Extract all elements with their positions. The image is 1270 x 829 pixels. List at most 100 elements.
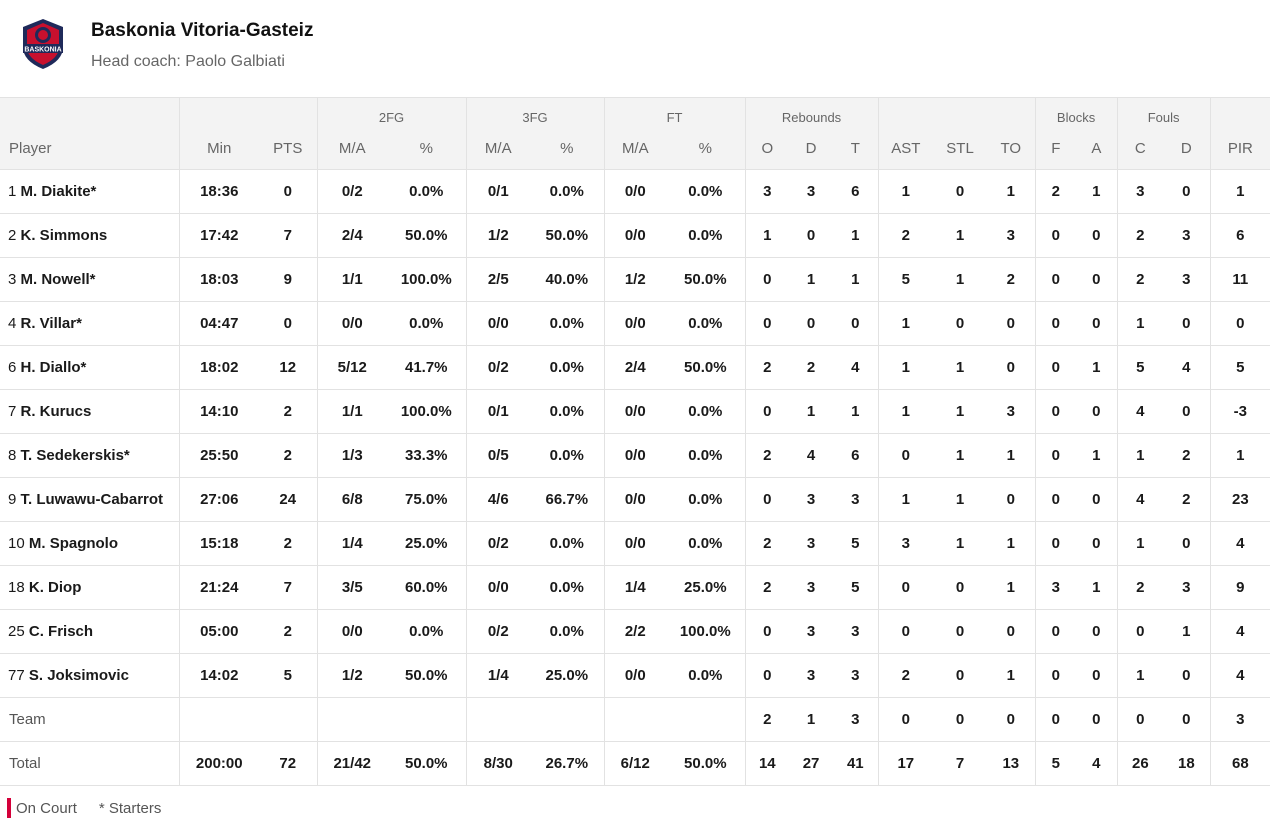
player-cell[interactable]: 7 R. Kurucs	[0, 389, 179, 434]
stat-cell: 1	[1116, 301, 1164, 346]
team-header: BASKONIA Baskonia Vitoria-Gasteiz Head c…	[0, 0, 1270, 97]
stat-cell: 0	[789, 213, 834, 258]
player-cell[interactable]: 8 T. Sedekerskis*	[0, 433, 179, 478]
jersey-number: 25	[8, 623, 25, 640]
stat-cell: 1	[933, 213, 988, 258]
player-cell[interactable]: 77 S. Joksimovic	[0, 653, 179, 698]
player-cell[interactable]: 25 C. Frisch	[0, 609, 179, 654]
stat-cell	[178, 697, 259, 742]
stat-cell: 1	[933, 477, 988, 522]
stat-cell: 1/2	[465, 213, 531, 258]
stat-cell: 0/0	[603, 653, 667, 698]
stat-cell: 4	[1116, 477, 1164, 522]
player-cell[interactable]: 9 T. Luwawu-Cabarrot	[0, 477, 179, 522]
stat-cell: 0/2	[465, 521, 531, 566]
stat-cell: 5/12	[316, 345, 387, 390]
stat-cell: 2	[744, 521, 790, 566]
player-cell[interactable]: 6 H. Diallo*	[0, 345, 179, 390]
stat-cell: 0	[1034, 389, 1077, 434]
stat-cell: 0.0%	[666, 169, 746, 214]
stat-cell: 3/5	[316, 565, 387, 610]
stat-cell: 4	[1209, 609, 1270, 654]
stat-cell: 2	[1116, 565, 1164, 610]
stat-cell: 0.0%	[530, 565, 605, 610]
player-cell[interactable]: 1 M. Diakite*	[0, 169, 179, 214]
stat-cell: 0	[259, 301, 317, 346]
player-cell[interactable]: 4 R. Villar*	[0, 301, 179, 346]
stat-cell: 75.0%	[387, 477, 467, 522]
stat-cell: 0	[1163, 169, 1211, 214]
stat-cell: 100.0%	[387, 257, 467, 302]
stat-cell: 0	[1076, 477, 1118, 522]
stat-cell: 6	[1209, 213, 1270, 258]
stat-cell: 7	[933, 741, 988, 786]
stat-cell: 0/0	[603, 389, 667, 434]
stat-cell: 0.0%	[387, 169, 467, 214]
player-cell[interactable]: 3 M. Nowell*	[0, 257, 179, 302]
stat-cell: 21:24	[178, 565, 259, 610]
stat-cell: 5	[1116, 345, 1164, 390]
col-reb-o: O	[744, 133, 790, 170]
stat-cell: 50.0%	[387, 213, 467, 258]
stat-cell: 0	[933, 169, 988, 214]
stat-cell: 0	[1076, 697, 1118, 742]
stat-cell	[603, 697, 667, 742]
stat-cell: 0.0%	[666, 301, 746, 346]
stat-cell: 0	[987, 301, 1036, 346]
stat-cell: 0	[877, 433, 934, 478]
stat-cell: 0	[1034, 433, 1077, 478]
player-name[interactable]: M. Spagnolo	[28, 535, 119, 552]
stat-cell: 0.0%	[387, 609, 467, 654]
stat-cell: 3	[833, 477, 879, 522]
stat-cell: 18	[1163, 741, 1211, 786]
player-name[interactable]: S. Joksimovic	[28, 667, 129, 684]
stat-cell: 1	[933, 389, 988, 434]
player-name[interactable]: K. Diop	[28, 579, 82, 596]
stat-cell: 41	[833, 741, 879, 786]
player-name[interactable]: H. Diallo*	[20, 359, 87, 376]
stat-cell: 0/0	[603, 477, 667, 522]
stat-cell: 0.0%	[530, 345, 605, 390]
player-name[interactable]: T. Sedekerskis*	[20, 447, 130, 464]
player-row: 18 K. Diop 21:24 7 3/5 60.0% 0/0 0.0% 1/4 25.0% 2…	[0, 565, 1270, 610]
stat-cell: 4/6	[465, 477, 531, 522]
stat-cell: 5	[1034, 741, 1077, 786]
player-cell[interactable]: 10 M. Spagnolo	[0, 521, 179, 566]
stat-cell: 0	[259, 169, 317, 214]
col-2fg-ma: M/A	[316, 133, 387, 170]
player-name[interactable]: M. Nowell*	[20, 271, 96, 288]
stat-cell: 0/0	[603, 433, 667, 478]
stat-cell: 3	[833, 609, 879, 654]
col-stl: STL	[933, 133, 988, 170]
stat-cell: 0	[1076, 653, 1118, 698]
col-to: TO	[987, 133, 1036, 170]
stat-cell: 0	[933, 609, 988, 654]
stat-cell: 0.0%	[530, 433, 605, 478]
player-name[interactable]: R. Kurucs	[20, 403, 92, 420]
stat-cell: 50.0%	[666, 741, 746, 786]
stat-cell: 0	[1209, 301, 1270, 346]
stat-cell: 0	[987, 345, 1036, 390]
stat-cell	[530, 697, 605, 742]
stat-cell: 1	[1116, 653, 1164, 698]
stat-cell: 11	[1209, 257, 1270, 302]
stat-cell: 1	[987, 169, 1036, 214]
stat-cell: 72	[259, 741, 317, 786]
player-name[interactable]: K. Simmons	[20, 227, 108, 244]
jersey-number: 1	[8, 183, 17, 200]
stat-cell: 5	[259, 653, 317, 698]
player-row: 6 H. Diallo* 18:02 12 5/12 41.7% 0/2 0.0% 2/4 50…	[0, 345, 1270, 390]
stat-cell: 1	[1116, 433, 1164, 478]
player-name[interactable]: C. Frisch	[28, 623, 94, 640]
stat-cell: 0	[1076, 213, 1118, 258]
player-cell[interactable]: 2 K. Simmons	[0, 213, 179, 258]
player-name[interactable]: T. Luwawu-Cabarrot	[20, 491, 164, 508]
stat-cell: 1/2	[603, 257, 667, 302]
stat-cell: 4	[833, 345, 879, 390]
stat-cell: 0	[1034, 653, 1077, 698]
player-name[interactable]: M. Diakite*	[20, 183, 97, 200]
player-cell[interactable]: 18 K. Diop	[0, 565, 179, 610]
stat-cell: 0	[933, 653, 988, 698]
stat-cell: 12	[259, 345, 317, 390]
player-name[interactable]: R. Villar*	[20, 315, 82, 332]
